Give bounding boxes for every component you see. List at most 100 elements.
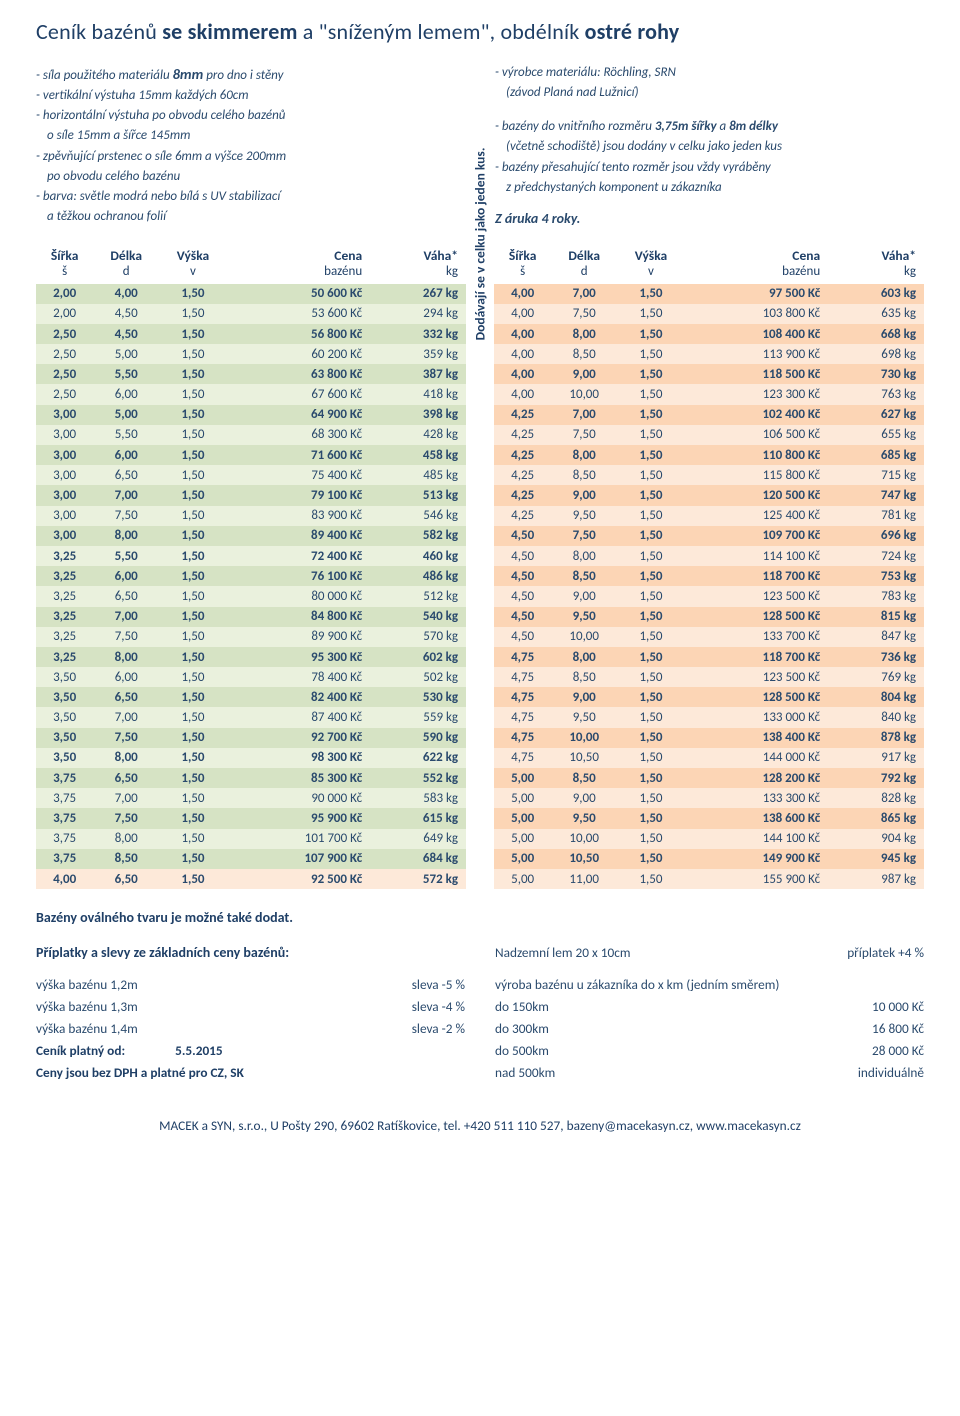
- cell-price: 123 300 Kč: [685, 384, 834, 404]
- cell: 4,50: [494, 566, 551, 586]
- cell: 4,50: [494, 627, 551, 647]
- cell: 7,50: [93, 808, 159, 828]
- cell: 4,00: [494, 344, 551, 364]
- t-r: individuálně: [858, 1064, 924, 1081]
- cell: 11,00: [551, 869, 617, 889]
- cell-price: 107 900 Kč: [227, 849, 376, 869]
- spec-line-indent: po obvodu celého bazénu: [36, 167, 465, 187]
- travel-row: do 500km28 000 Kč: [495, 1039, 924, 1061]
- cell-price: 53 600 Kč: [227, 304, 376, 324]
- cell: 5,00: [494, 808, 551, 828]
- cell: 4,00: [494, 324, 551, 344]
- table-row: 4,7510,001,50138 400 Kč878 kg: [494, 728, 924, 748]
- cell: 1,50: [159, 667, 227, 687]
- cell: 1,50: [159, 405, 227, 425]
- cell: 1,50: [159, 304, 227, 324]
- cell: 6,50: [93, 768, 159, 788]
- cell-weight: 753 kg: [834, 566, 924, 586]
- cell: 1,50: [617, 324, 685, 344]
- cell: 9,00: [551, 485, 617, 505]
- cell-price: 115 800 Kč: [685, 465, 834, 485]
- cell: 4,75: [494, 728, 551, 748]
- cell-weight: 294 kg: [376, 304, 466, 324]
- cell: 1,50: [617, 849, 685, 869]
- t3: ostré rohy: [585, 18, 680, 45]
- cell: 1,50: [159, 829, 227, 849]
- table-row: 2,504,501,5056 800 Kč332 kg: [36, 324, 466, 344]
- cell: 8,00: [93, 647, 159, 667]
- cell-weight: 828 kg: [834, 788, 924, 808]
- cell-price: 95 300 Kč: [227, 647, 376, 667]
- cell-price: 72 400 Kč: [227, 546, 376, 566]
- table-row: 4,007,001,5097 500 Kč603 kg: [494, 284, 924, 304]
- cell: 4,25: [494, 405, 551, 425]
- cell: 4,50: [494, 526, 551, 546]
- spec-line-indent: (závod Planá nad Lužnicí): [495, 83, 924, 103]
- cell: 6,50: [93, 465, 159, 485]
- cell-price: 68 300 Kč: [227, 425, 376, 445]
- cell-weight: 685 kg: [834, 445, 924, 465]
- cell: 3,00: [36, 405, 93, 425]
- cell: 1,50: [159, 869, 227, 889]
- cell-weight: 559 kg: [376, 707, 466, 727]
- cell-weight: 387 kg: [376, 364, 466, 384]
- table-row: 4,258,501,50115 800 Kč715 kg: [494, 465, 924, 485]
- cell: 4,50: [494, 546, 551, 566]
- table-row: 4,7510,501,50144 000 Kč917 kg: [494, 748, 924, 768]
- table-row: 4,257,001,50102 400 Kč627 kg: [494, 405, 924, 425]
- cell: 1,50: [617, 687, 685, 707]
- cell: 5,00: [494, 768, 551, 788]
- cell-weight: 552 kg: [376, 768, 466, 788]
- cell: 1,50: [617, 788, 685, 808]
- cell: 5,50: [93, 364, 159, 384]
- cell: 1,50: [617, 546, 685, 566]
- cell-weight: 724 kg: [834, 546, 924, 566]
- cell: 1,50: [617, 284, 685, 304]
- cell: 1,50: [159, 566, 227, 586]
- table-row: 5,0010,501,50149 900 Kč945 kg: [494, 849, 924, 869]
- cell: 1,50: [617, 829, 685, 849]
- cell-weight: 359 kg: [376, 344, 466, 364]
- h-sirka: Šířka: [36, 244, 93, 264]
- cell: 7,50: [93, 506, 159, 526]
- d-r: sleva -4 %: [412, 998, 465, 1015]
- cell-price: 56 800 Kč: [227, 324, 376, 344]
- table-row: 2,506,001,5067 600 Kč418 kg: [36, 384, 466, 404]
- h-sirka: Šířka: [494, 244, 551, 264]
- cell: 7,00: [551, 405, 617, 425]
- table-row: 3,008,001,5089 400 Kč582 kg: [36, 526, 466, 546]
- table-row: 4,008,501,50113 900 Kč698 kg: [494, 344, 924, 364]
- table-row: 3,756,501,5085 300 Kč552 kg: [36, 768, 466, 788]
- cell-weight: 602 kg: [376, 647, 466, 667]
- cell: 4,50: [93, 304, 159, 324]
- cell-weight: 649 kg: [376, 829, 466, 849]
- cell: 1,50: [617, 445, 685, 465]
- cell: 4,75: [494, 667, 551, 687]
- sh-kg: kg: [834, 264, 924, 284]
- cell: 7,50: [551, 526, 617, 546]
- cell: 3,25: [36, 647, 93, 667]
- cell: 10,50: [551, 849, 617, 869]
- spec-line-indent: z předchystaných komponent u zákazníka: [495, 178, 924, 198]
- cell: 9,50: [551, 707, 617, 727]
- cell-price: 63 800 Kč: [227, 364, 376, 384]
- cell: 3,75: [36, 829, 93, 849]
- cell: 6,00: [93, 667, 159, 687]
- cell: 1,50: [159, 768, 227, 788]
- page-title: Ceník bazénů se skimmerem a "sníženým le…: [36, 18, 924, 45]
- cell: 9,50: [551, 506, 617, 526]
- cell: 8,00: [551, 647, 617, 667]
- cell: 8,00: [93, 526, 159, 546]
- sh-v: v: [617, 264, 685, 284]
- spec-line: - horizontální výstuha po obvodu celého …: [36, 106, 465, 126]
- travel-row: do 300km16 800 Kč: [495, 1017, 924, 1039]
- cell-price: 108 400 Kč: [685, 324, 834, 344]
- travel-row: nad 500kmindividuálně: [495, 1061, 924, 1083]
- cell-price: 128 500 Kč: [685, 607, 834, 627]
- cell-price: 76 100 Kč: [227, 566, 376, 586]
- table-row: 4,006,501,5092 500 Kč572 kg: [36, 869, 466, 889]
- cell: 2,50: [36, 364, 93, 384]
- cell-price: 85 300 Kč: [227, 768, 376, 788]
- table-row: 3,507,501,5092 700 Kč590 kg: [36, 728, 466, 748]
- table-row: 3,006,501,5075 400 Kč485 kg: [36, 465, 466, 485]
